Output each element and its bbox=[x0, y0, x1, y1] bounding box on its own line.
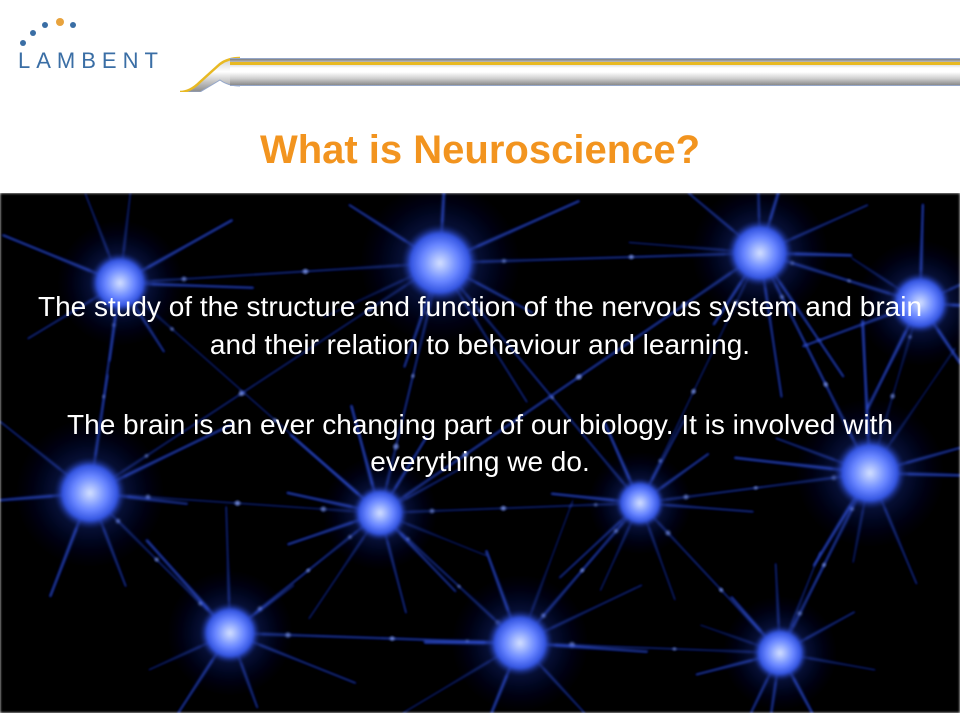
slide-body: The study of the structure and function … bbox=[0, 288, 960, 481]
slide-title: What is Neuroscience? bbox=[0, 128, 960, 173]
ribbon-accent-line bbox=[230, 62, 960, 65]
slide-header: LAMBENT bbox=[0, 0, 960, 100]
brand-dot bbox=[42, 22, 48, 28]
paragraph-1: The study of the structure and function … bbox=[30, 288, 930, 364]
header-ribbon bbox=[180, 52, 960, 92]
paragraph-2: The brain is an ever changing part of ou… bbox=[30, 406, 930, 482]
brand-dot bbox=[70, 22, 76, 28]
brand-logo-text: LAMBENT bbox=[18, 48, 164, 74]
slide-content: The study of the structure and function … bbox=[0, 193, 960, 713]
brand-dot bbox=[20, 40, 26, 46]
brand-dot bbox=[30, 30, 36, 36]
brand-dot bbox=[56, 18, 64, 26]
brand-logo-dots bbox=[18, 18, 58, 48]
brand-logo: LAMBENT bbox=[18, 18, 203, 78]
title-area: What is Neuroscience? bbox=[0, 100, 960, 193]
